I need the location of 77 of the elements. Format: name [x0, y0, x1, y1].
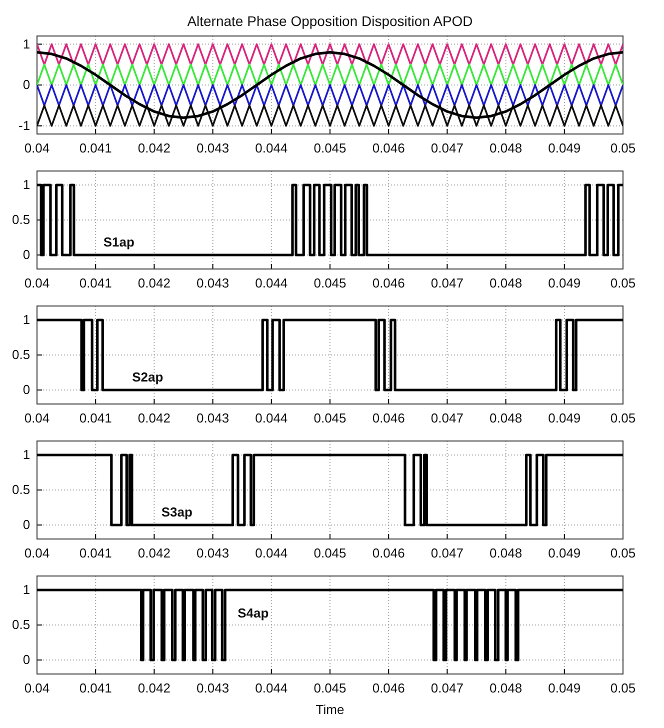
x-tick-label: 0.043 [196, 140, 230, 156]
x-tick-label: 0.047 [430, 410, 464, 426]
x-tick-label: 0.04 [24, 276, 50, 291]
x-tick-label: 0.047 [430, 680, 464, 696]
x-tick-label: 0.049 [548, 410, 581, 426]
x-tick-label: 0.04 [24, 140, 50, 156]
x-tick-label: 0.049 [548, 276, 581, 291]
y-tick-label: 0.5 [12, 482, 30, 498]
x-tick-label: 0.044 [255, 276, 288, 291]
y-tick-label: 1 [22, 312, 30, 328]
x-tick-label: 0.048 [490, 140, 522, 156]
y-tick-label: 1 [22, 447, 30, 462]
x-tick-label: 0.043 [196, 410, 230, 426]
x-tick-label: 0.05 [610, 276, 636, 291]
line-series [37, 51, 623, 119]
x-tick-label: 0.041 [79, 546, 112, 561]
x-tick-label: 0.044 [255, 140, 288, 156]
x-tick-label: 0.049 [548, 140, 581, 156]
annotation: S2ap [132, 369, 164, 384]
x-tick-label: 0.046 [372, 410, 405, 426]
annotation: S3ap [161, 504, 193, 520]
x-tick-label: 0.042 [138, 276, 170, 291]
x-tick-label: 0.046 [372, 276, 405, 291]
x-tick-label: 0.045 [314, 680, 346, 696]
x-tick-label: 0.048 [490, 410, 522, 426]
x-tick-label: 0.043 [196, 680, 230, 696]
x-tick-label: 0.049 [548, 546, 581, 561]
x-tick-label: 0.043 [196, 546, 230, 561]
x-tick-label: 0.045 [314, 140, 346, 156]
y-tick-label: 0 [22, 382, 30, 398]
x-tick-label: 0.046 [372, 680, 405, 696]
x-tick-label: 0.05 [610, 140, 636, 156]
y-tick-label: 0 [22, 517, 30, 532]
x-tick-label: 0.04 [24, 410, 50, 426]
annotation: S1ap [103, 234, 135, 250]
y-tick-label: 1 [22, 582, 30, 598]
x-tick-label: 0.041 [79, 276, 112, 291]
y-tick-label: -1 [18, 118, 30, 133]
x-tick-label: 0.046 [372, 546, 405, 561]
x-tick-label: 0.041 [79, 410, 112, 426]
x-tick-label: 0.042 [138, 680, 170, 696]
annotation: S4ap [238, 605, 269, 620]
x-tick-label: 0.041 [79, 140, 112, 156]
y-tick-label: 0 [22, 247, 30, 262]
x-tick-label: 0.046 [372, 140, 405, 156]
x-tick-label: 0.042 [138, 410, 170, 426]
x-axis-title: Time [316, 702, 344, 717]
y-tick-label: 0.5 [12, 617, 30, 632]
chart-title: Alternate Phase Opposition Disposition APOD [187, 13, 473, 29]
x-tick-label: 0.048 [490, 276, 522, 291]
x-tick-label: 0.05 [610, 410, 636, 426]
x-tick-label: 0.043 [196, 276, 230, 291]
x-tick-label: 0.045 [314, 410, 346, 426]
x-tick-label: 0.042 [138, 546, 170, 561]
x-tick-label: 0.05 [610, 546, 636, 561]
x-tick-label: 0.044 [255, 680, 288, 696]
x-tick-label: 0.047 [430, 546, 464, 561]
x-tick-label: 0.047 [430, 140, 464, 156]
x-tick-label: 0.049 [548, 680, 581, 696]
y-tick-label: 0.5 [12, 347, 30, 362]
x-tick-label: 0.04 [24, 546, 50, 561]
x-tick-label: 0.048 [490, 680, 522, 696]
x-tick-label: 0.041 [79, 680, 112, 696]
y-tick-label: 1 [22, 177, 30, 192]
x-tick-label: 0.045 [314, 546, 346, 561]
x-tick-label: 0.047 [430, 276, 464, 291]
y-tick-label: 0.5 [12, 212, 30, 228]
y-tick-label: 1 [22, 36, 30, 52]
y-tick-label: 0 [22, 77, 30, 92]
x-tick-label: 0.044 [255, 410, 288, 426]
x-tick-label: 0.044 [255, 546, 288, 561]
x-tick-label: 0.045 [314, 276, 346, 291]
x-tick-label: 0.04 [24, 680, 50, 696]
x-tick-label: 0.042 [138, 140, 170, 156]
y-tick-label: 0 [22, 652, 30, 668]
x-tick-label: 0.048 [490, 546, 522, 561]
x-tick-label: 0.05 [610, 680, 636, 696]
